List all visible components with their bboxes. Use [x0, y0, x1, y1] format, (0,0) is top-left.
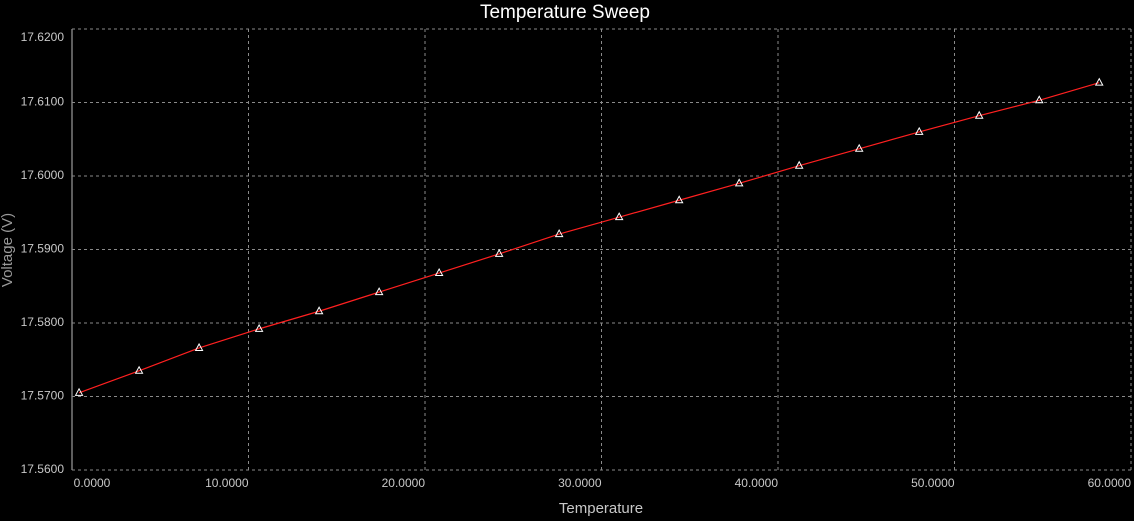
data-line — [78, 82, 1100, 394]
y-tick-label: 17.6100 — [21, 95, 65, 109]
x-tick-label: 10.0000 — [205, 476, 249, 490]
y-tick-label: 17.6000 — [21, 168, 65, 182]
data-point — [614, 212, 624, 221]
x-tick-label: 50.0000 — [911, 476, 955, 490]
y-tick-label: 17.5600 — [21, 462, 65, 476]
y-tick-label: 17.6200 — [21, 30, 65, 44]
data-point — [1094, 77, 1104, 86]
data-point — [494, 248, 504, 257]
data-point — [194, 342, 204, 351]
data-point — [434, 267, 444, 277]
x-tick-label: 60.0000 — [1088, 476, 1132, 490]
x-tick-label: 40.0000 — [735, 476, 779, 490]
data-point — [854, 143, 864, 152]
y-tick-label: 17.5900 — [21, 242, 65, 256]
data-point — [554, 229, 564, 238]
data-point — [794, 160, 804, 169]
data-point — [974, 110, 984, 119]
data-point — [134, 365, 144, 374]
data-point — [314, 306, 324, 315]
data-point — [74, 387, 84, 396]
x-tick-label: 20.0000 — [382, 476, 426, 490]
data-point — [674, 195, 684, 204]
y-tick-label: 17.5700 — [21, 389, 65, 403]
x-tick-label: 0.0000 — [74, 476, 111, 490]
chart-title: Temperature Sweep — [480, 2, 650, 23]
data-point — [254, 323, 264, 332]
data-point — [1034, 95, 1044, 104]
x-tick-label: 30.0000 — [558, 476, 602, 490]
data-point — [914, 126, 924, 135]
data-point — [374, 287, 384, 296]
x-axis-label: Temperature — [559, 500, 643, 517]
y-axis-label: Voltage (V) — [0, 213, 16, 287]
y-tick-label: 17.5800 — [21, 315, 65, 329]
data-point — [734, 178, 744, 187]
